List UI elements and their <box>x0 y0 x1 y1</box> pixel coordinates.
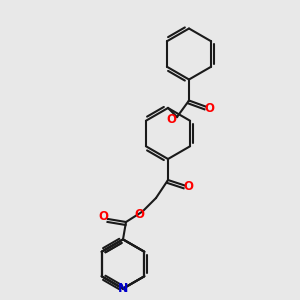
Text: O: O <box>167 113 177 126</box>
Text: O: O <box>134 208 145 221</box>
Text: O: O <box>204 101 214 115</box>
Text: N: N <box>118 282 128 295</box>
Text: O: O <box>184 180 194 193</box>
Text: O: O <box>98 210 109 223</box>
